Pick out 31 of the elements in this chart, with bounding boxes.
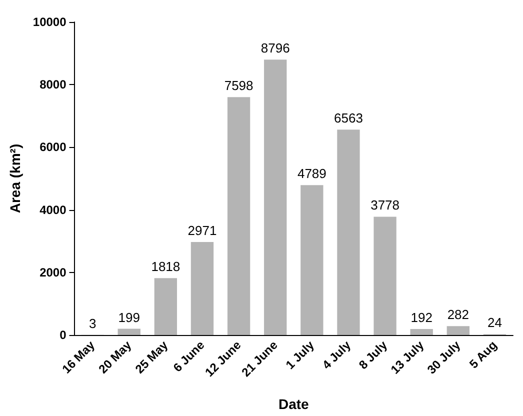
data-label: 3778 (370, 198, 400, 213)
bar (374, 216, 396, 335)
bar (337, 130, 360, 335)
data-label: 282 (447, 307, 470, 322)
data-label: 3 (88, 316, 96, 331)
bar (227, 97, 250, 335)
data-label: 199 (118, 310, 140, 325)
data-label: 192 (410, 310, 432, 325)
bar (264, 60, 287, 335)
bar (446, 326, 470, 335)
y-tick-label: 2000 (40, 265, 67, 280)
data-label: 4789 (297, 166, 326, 182)
data-label: 7598 (224, 78, 254, 94)
bar (300, 185, 324, 335)
data-label: 8796 (260, 40, 290, 56)
y-tick-label: 6000 (40, 140, 67, 154)
x-axis-title: Date (278, 396, 310, 412)
y-axis-title: Area (km²) (7, 144, 23, 214)
y-tick-label: 8000 (40, 78, 67, 92)
data-label: 1818 (151, 259, 180, 274)
y-tick-label: 4000 (40, 202, 67, 217)
y-tick-label: 0 (60, 328, 67, 342)
y-tick-label: 10000 (32, 15, 67, 29)
x-tick-label: 5 Aug (466, 338, 500, 372)
bar (154, 278, 178, 335)
bar (190, 242, 214, 335)
bar (118, 328, 140, 335)
bar (410, 328, 433, 335)
data-label: 6563 (334, 110, 363, 126)
data-label: 24 (487, 315, 502, 330)
data-label: 2971 (188, 223, 217, 238)
